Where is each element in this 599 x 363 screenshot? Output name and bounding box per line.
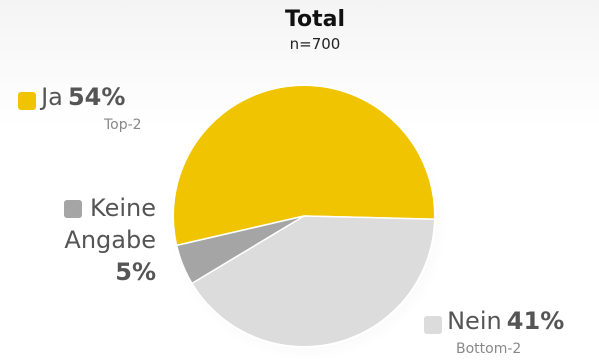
legend-ja-note: Top-2: [104, 117, 142, 133]
legend-nein: Nein 41% Bottom-2: [424, 306, 564, 357]
legend-keine-angabe: Keine Angabe 5%: [16, 192, 156, 288]
legend-ja: Ja 54% Top-2: [18, 82, 142, 133]
legend-ja-label: Ja: [41, 83, 63, 111]
legend-nein-label: Nein: [447, 307, 502, 335]
pie-rim: [172, 84, 436, 348]
legend-nein-value: 41%: [506, 307, 565, 335]
legend-ja-value: 54%: [67, 83, 126, 111]
legend-keine-swatch: [64, 200, 83, 218]
legend-ja-swatch: [18, 91, 36, 110]
legend-keine-label-1: Keine: [90, 194, 156, 222]
chart-subtitle: n=700: [289, 35, 341, 53]
legend-nein-swatch: [424, 315, 442, 334]
legend-keine-label-2: Angabe: [64, 226, 156, 254]
chart-title-block: Total n=700: [245, 6, 385, 54]
legend-nein-note: Bottom-2: [456, 341, 522, 357]
legend-keine-value: 5%: [115, 258, 156, 286]
chart-title: Total: [284, 7, 346, 32]
